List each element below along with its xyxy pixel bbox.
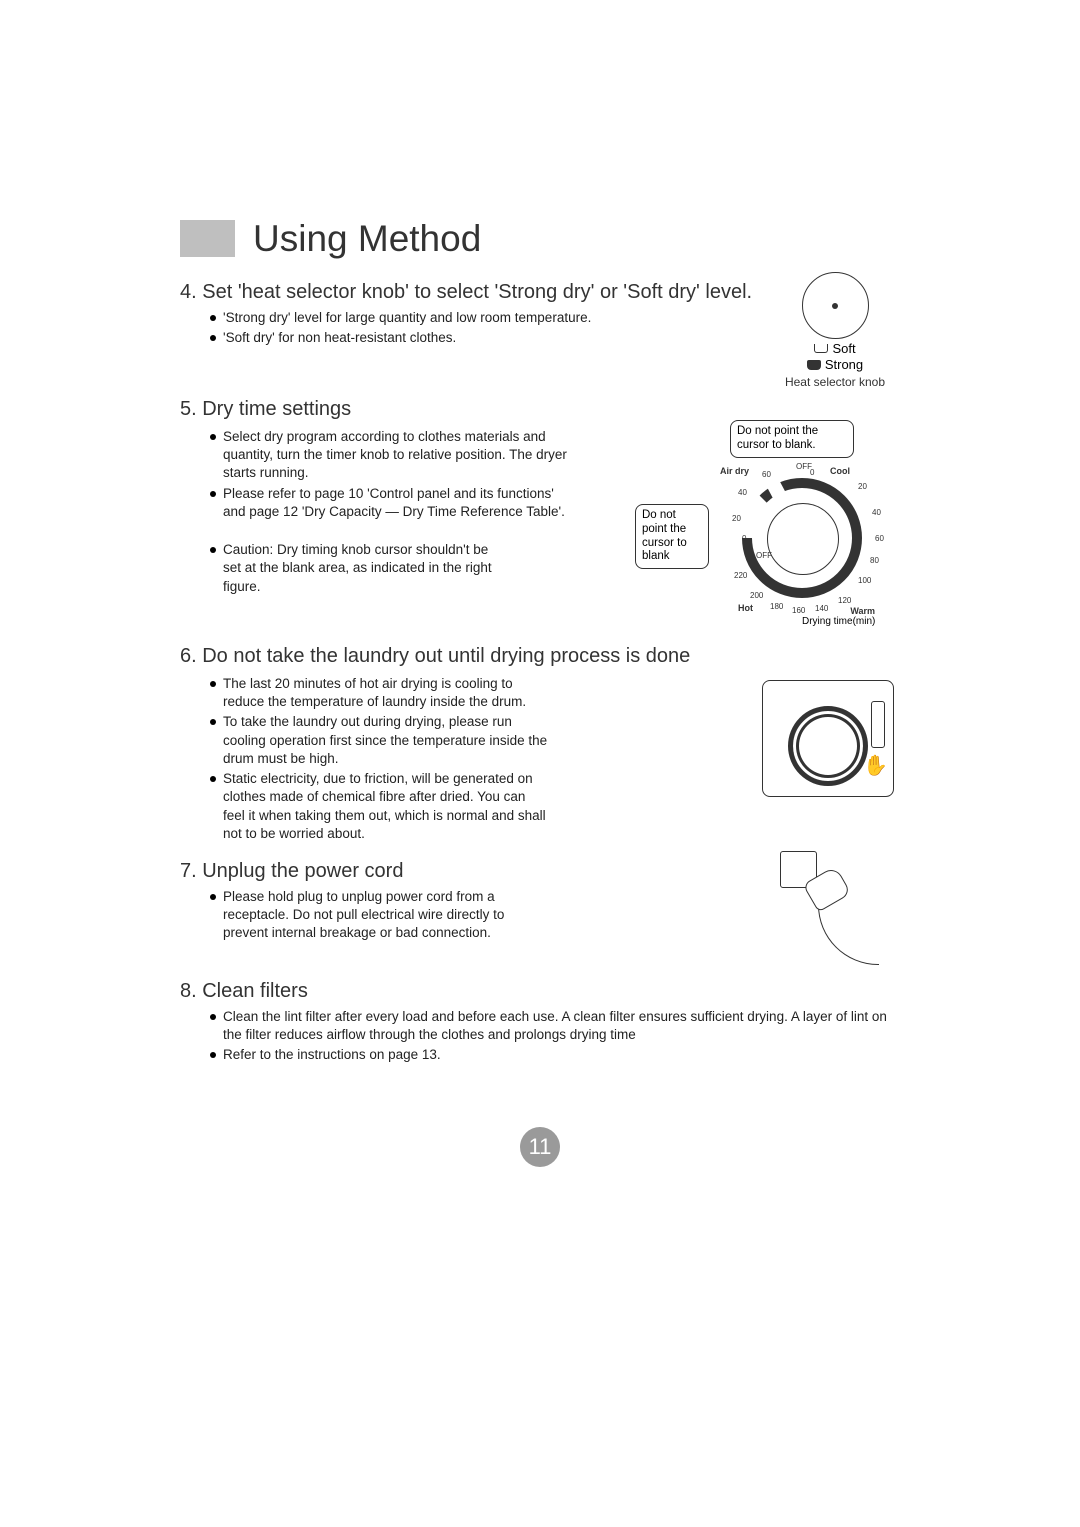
dial-tick: 120	[838, 596, 851, 605]
section-6-heading: 6. Do not take the laundry out until dry…	[180, 644, 900, 669]
section-4-bullet: 'Soft dry' for non heat-resistant clothe…	[210, 329, 755, 347]
legend-strong: Strong	[825, 357, 863, 372]
section-8-heading: 8. Clean filters	[180, 979, 900, 1004]
dial-tick: 0	[742, 534, 746, 543]
timer-dial-figure: Do not point the cursor to blank. Do not…	[675, 426, 900, 636]
section-4: 4. Set 'heat selector knob' to select 'S…	[180, 272, 900, 389]
dryer-panel-icon	[871, 701, 885, 748]
title-accent-box	[180, 220, 235, 257]
plug-figure	[780, 851, 900, 971]
dial-tick: 60	[762, 470, 771, 479]
section-5-bullet: Select dry program according to clothes …	[210, 428, 570, 483]
page-title: Using Method	[253, 220, 481, 257]
dial-tick: 20	[858, 482, 867, 491]
heat-knob-figure: Soft Strong Heat selector knob	[770, 272, 900, 389]
section-7-bullet: Please hold plug to unplug power cord fr…	[210, 888, 540, 943]
strong-icon	[807, 360, 821, 370]
dial-tick: 160	[792, 606, 805, 615]
section-6-bullet: To take the laundry out during drying, p…	[210, 713, 550, 768]
legend-soft: Soft	[832, 341, 855, 356]
knob-label: Heat selector knob	[770, 375, 900, 389]
section-4-bullet: 'Strong dry' level for large quantity an…	[210, 309, 755, 327]
title-row: Using Method	[180, 220, 900, 257]
section-5-heading: 5. Dry time settings	[180, 397, 900, 422]
timer-callout-left: Do not point the cursor to blank	[635, 504, 709, 569]
page-number: 11	[520, 1127, 560, 1167]
knob-icon	[802, 272, 869, 339]
dial-tick: 140	[815, 604, 828, 613]
section-5-body: Select dry program according to clothes …	[180, 426, 900, 636]
dial-tick: 60	[875, 534, 884, 543]
dial-airdry: Air dry	[720, 466, 749, 476]
dryer-door-icon	[788, 706, 868, 786]
dial-tick: 180	[770, 602, 783, 611]
section-7: 7. Unplug the power cord Please hold plu…	[180, 851, 900, 971]
dial-caption: Drying time(min)	[802, 616, 875, 627]
section-6-body: The last 20 minutes of hot air drying is…	[180, 673, 900, 851]
section-6-bullet: Static electricity, due to friction, wil…	[210, 770, 550, 843]
dial-warm: Warm	[850, 606, 875, 616]
section-5-bullet: Caution: Dry timing knob cursor shouldn'…	[210, 541, 500, 596]
section-8-bullet: Clean the lint filter after every load a…	[210, 1008, 900, 1044]
dial-tick: 100	[858, 576, 871, 585]
section-4-heading: 4. Set 'heat selector knob' to select 'S…	[180, 280, 755, 305]
dial-tick: 40	[872, 508, 881, 517]
dial-hot: Hot	[738, 603, 753, 613]
timer-callout-top: Do not point the cursor to blank.	[730, 420, 854, 458]
section-8-bullet: Refer to the instructions on page 13.	[210, 1046, 900, 1064]
dial-tick: 0	[810, 468, 814, 477]
hand-icon: ✋	[863, 753, 888, 778]
dial-tick: 40	[738, 488, 747, 497]
dryer-figure: ✋	[755, 673, 900, 803]
section-7-heading: 7. Unplug the power cord	[180, 859, 765, 884]
dial-tick: 200	[750, 591, 763, 600]
dial-cool: Cool	[830, 466, 850, 476]
dial-tick: 220	[734, 571, 747, 580]
dial-tick: 20	[732, 514, 741, 523]
dial-tick: 80	[870, 556, 879, 565]
soft-icon	[814, 344, 828, 353]
dial-off: OFF	[756, 551, 772, 560]
manual-page: Using Method 4. Set 'heat selector knob'…	[0, 0, 1080, 1527]
section-5-bullet: Please refer to page 10 'Control panel a…	[210, 485, 570, 521]
section-6-bullet: The last 20 minutes of hot air drying is…	[210, 675, 550, 711]
